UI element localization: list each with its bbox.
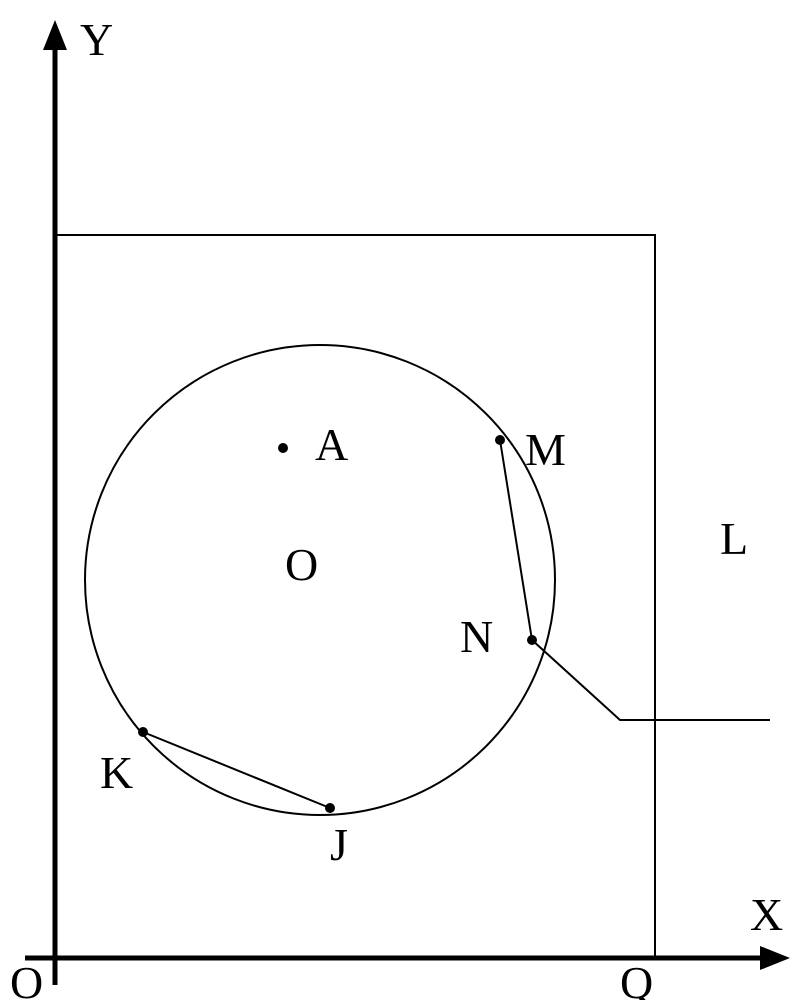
point-a bbox=[278, 443, 288, 453]
label-circle-center: O bbox=[285, 539, 318, 590]
label-l: L bbox=[720, 513, 748, 564]
label-m: M bbox=[525, 424, 566, 475]
label-a: A bbox=[315, 419, 348, 470]
label-j: J bbox=[330, 819, 348, 870]
point-m bbox=[495, 435, 505, 445]
leader-line-l bbox=[532, 640, 770, 720]
y-axis-arrow bbox=[43, 20, 67, 50]
point-j bbox=[325, 803, 335, 813]
label-y-axis: Y bbox=[80, 14, 113, 65]
x-axis-arrow bbox=[760, 946, 790, 970]
label-k: K bbox=[100, 747, 133, 798]
label-n: N bbox=[460, 611, 493, 662]
point-n bbox=[527, 635, 537, 645]
chord-kj bbox=[143, 732, 330, 808]
bounding-box bbox=[55, 235, 655, 958]
main-circle bbox=[85, 345, 555, 815]
label-q: Q bbox=[620, 957, 653, 1000]
label-x-axis: X bbox=[750, 889, 783, 940]
label-origin: O bbox=[10, 957, 43, 1000]
point-k bbox=[138, 727, 148, 737]
